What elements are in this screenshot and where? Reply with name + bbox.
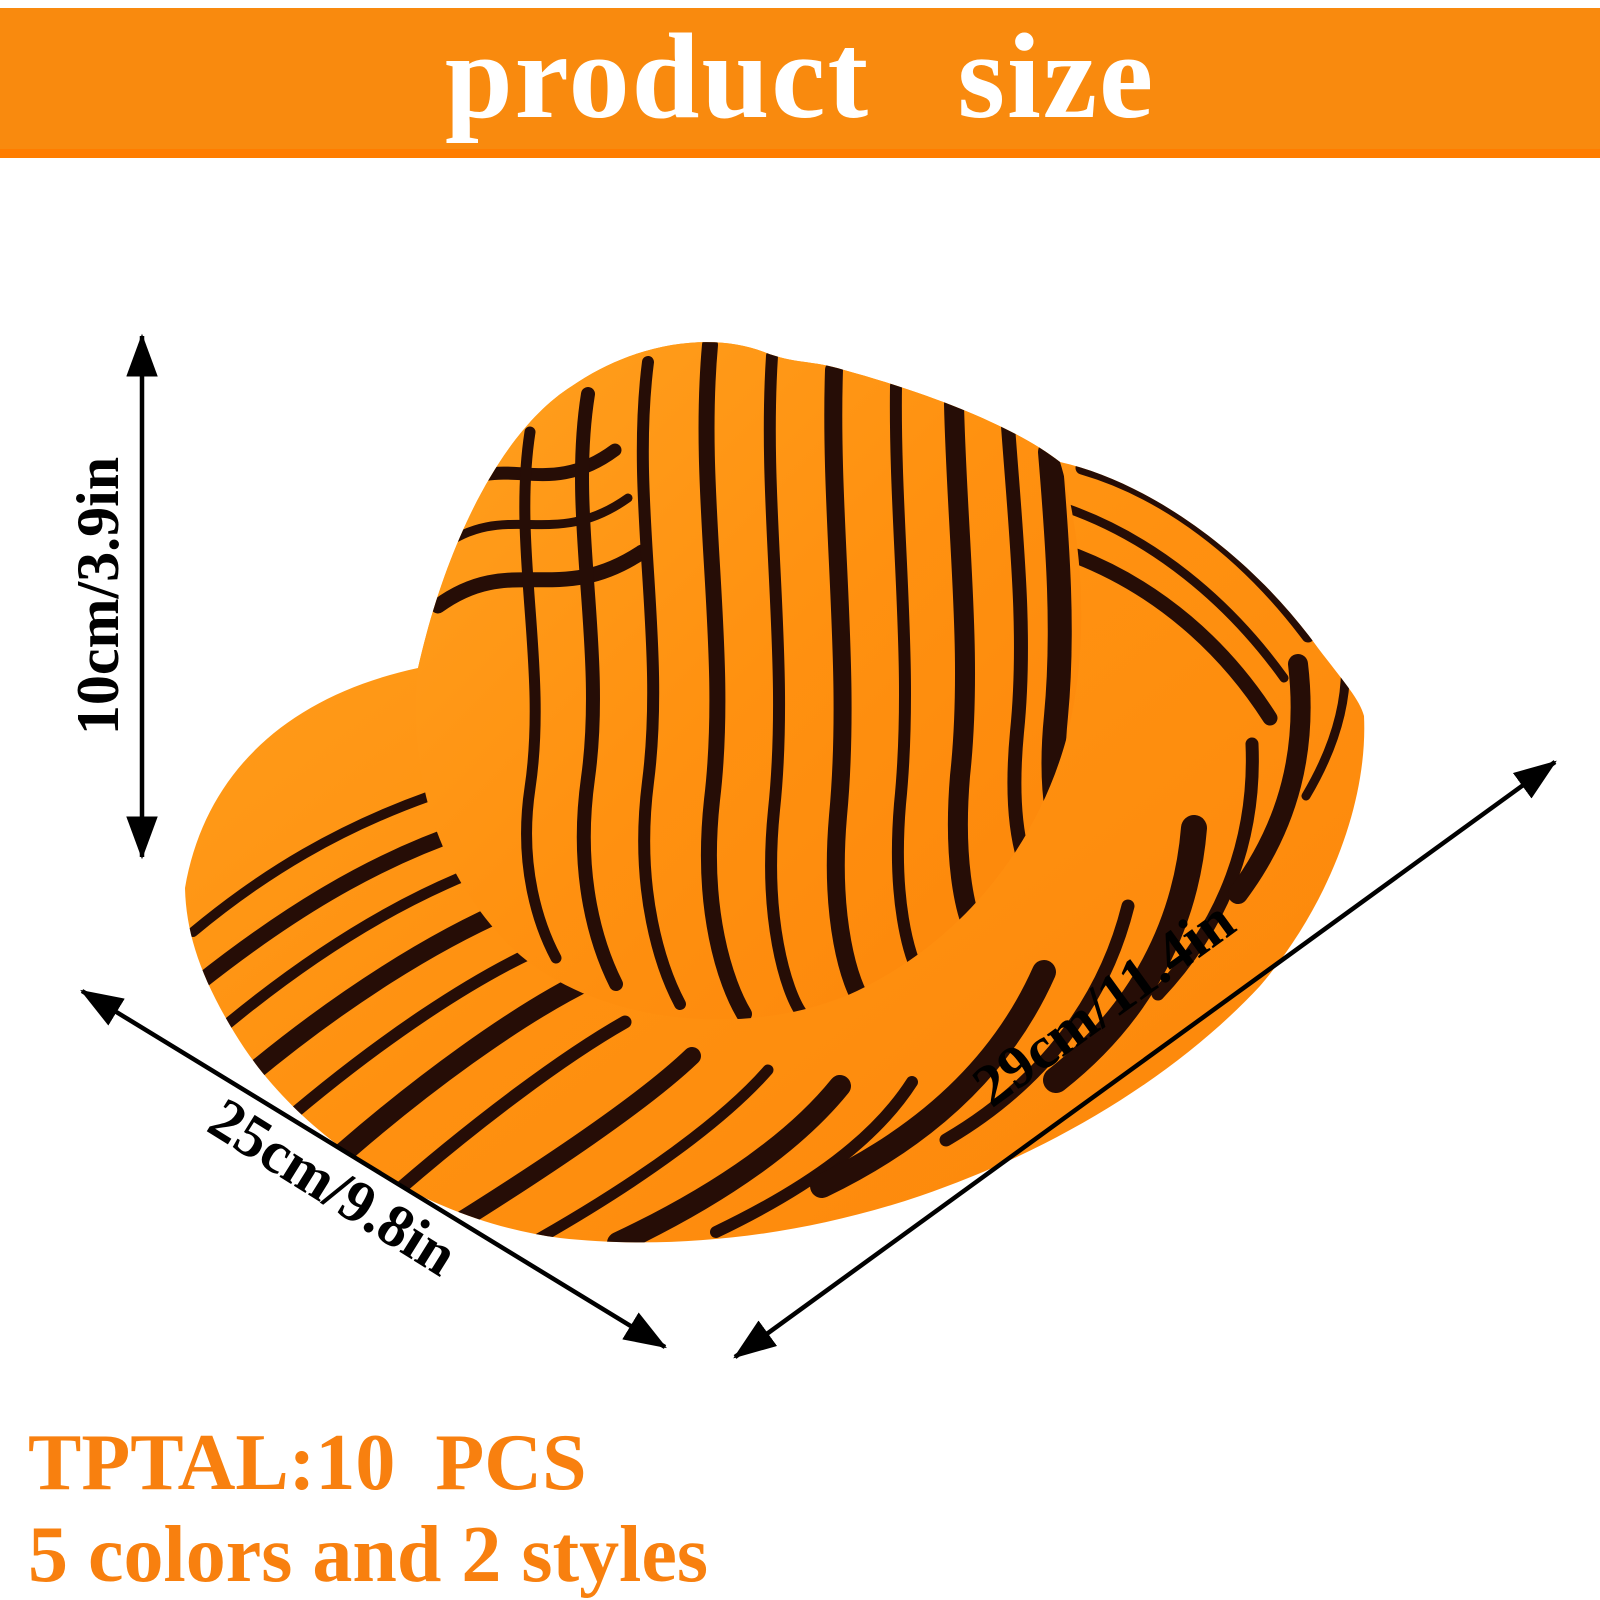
height-dimension-label: 10cm/3.9in <box>65 457 131 735</box>
banner-accent-strip <box>0 149 1600 158</box>
brim-left-arrow <box>80 989 667 1349</box>
footer-colors-styles: 5 colors and 2 styles <box>28 1511 708 1599</box>
footer-total-pcs: TPTAL:10 PCS <box>28 1419 587 1507</box>
hat-illustration <box>185 342 1365 1243</box>
banner-background <box>0 8 1600 149</box>
dimension-arrows <box>80 333 1557 1359</box>
brim-right-arrow <box>733 760 1557 1359</box>
crown-stripe-pattern <box>430 342 1073 1020</box>
page-title: product size <box>444 9 1156 144</box>
